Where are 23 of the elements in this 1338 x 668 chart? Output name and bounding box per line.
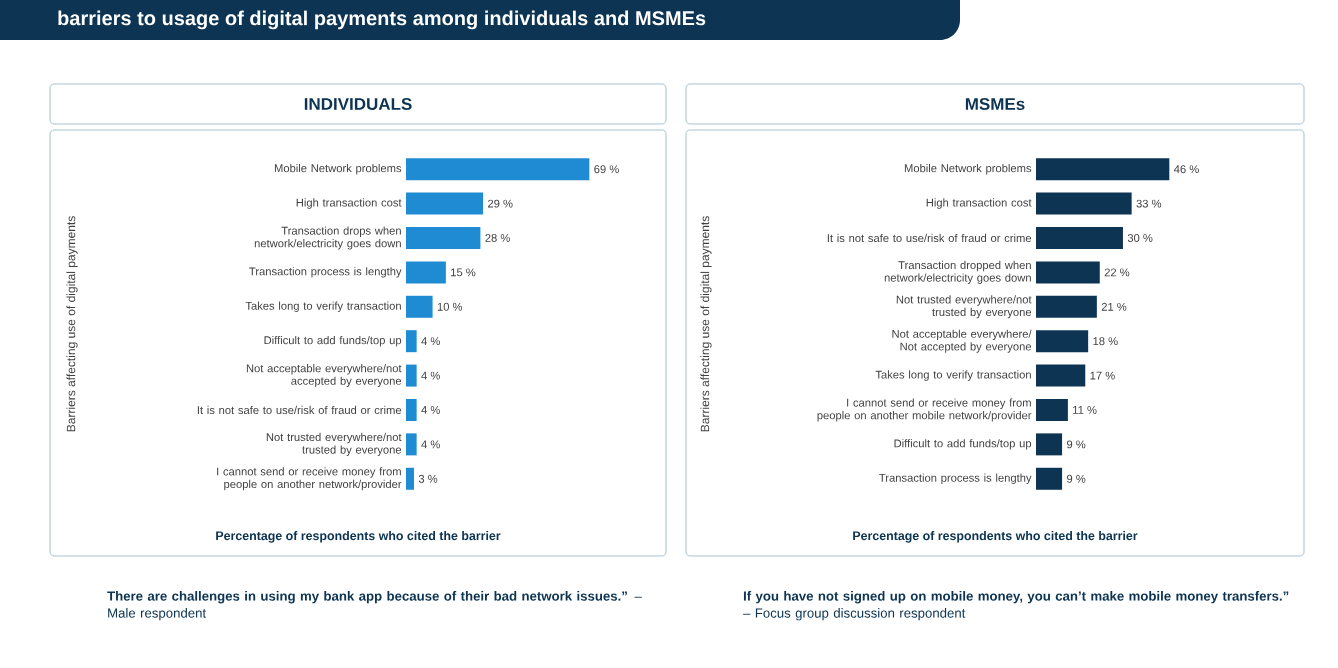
bar: [406, 398, 417, 421]
bar: [406, 467, 414, 490]
bar: [1036, 364, 1086, 387]
bar: [1036, 433, 1063, 456]
bar: [1036, 226, 1123, 249]
chart-title: INDIVIDUALS: [304, 97, 412, 110]
bar: [1036, 398, 1068, 421]
bar: [406, 433, 417, 456]
bar: [406, 364, 417, 387]
bar: [1036, 158, 1170, 181]
text: barriers to usage of digital payments among individuals and MSMEs: [58, 10, 706, 30]
bar: [1036, 330, 1089, 353]
bar: [406, 226, 481, 249]
bar: [1036, 192, 1132, 215]
bar: [1036, 467, 1063, 490]
bar: [1036, 295, 1097, 318]
bar: [406, 330, 417, 353]
bar: [406, 295, 433, 318]
bar: [1036, 261, 1100, 284]
chart-title: MSMEs: [965, 97, 1025, 110]
bar: [406, 158, 590, 181]
bar: [406, 192, 484, 215]
bar: [406, 261, 446, 284]
